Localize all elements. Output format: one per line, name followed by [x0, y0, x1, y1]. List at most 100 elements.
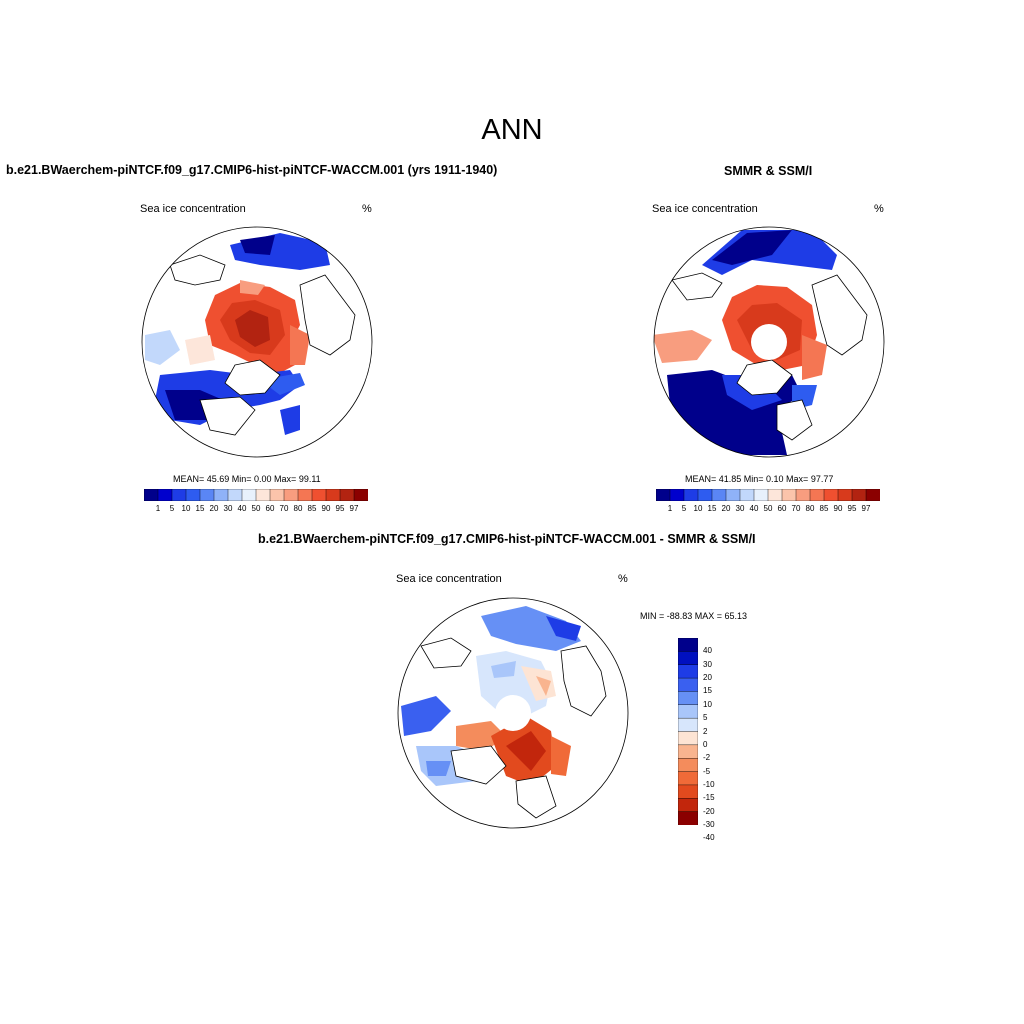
panel-2-colorbar-swatch — [697, 489, 713, 501]
panel-3-colorbar-swatch — [678, 704, 698, 719]
panel-1-colorbar-tick-label: 50 — [251, 504, 261, 513]
panel-2-colorbar-tick-label: 30 — [735, 504, 745, 513]
panel-2-title: SMMR & SSM/I — [724, 164, 813, 178]
panel-3-colorbar-tick-label: -20 — [703, 806, 715, 816]
panel-2-colorbar-tick-label: 20 — [721, 504, 731, 513]
panel-1-colorbar — [144, 489, 368, 501]
panel-3-colorbar-tick-label: -30 — [703, 820, 715, 829]
panel-3-colorbar-swatch — [678, 664, 698, 679]
panel-1-colorbar-labels: 1 5 10 15 20 30 40 50 60 70 80 85 90 95 97 — [144, 504, 368, 516]
panel-1-colorbar-swatch — [144, 489, 159, 501]
panel-1-colorbar-swatch — [157, 489, 173, 501]
panel-2-colorbar-tick-label: 50 — [763, 504, 773, 513]
panel-3-subtitle: Sea ice concentration — [396, 573, 502, 585]
panel-2-colorbar-swatch — [767, 489, 783, 501]
panel-2-colorbar-tick-label: 90 — [833, 504, 843, 513]
panel-1-colorbar-tick-label: 70 — [279, 504, 289, 513]
panel-3-colorbar-tick-label: 40 — [703, 646, 712, 656]
panel-2-colorbar-labels: 1 5 10 15 20 30 40 50 60 70 80 85 90 95 97 — [656, 504, 880, 516]
panel-1-colorbar-swatch — [339, 489, 355, 501]
panel-2-colorbar-swatch — [656, 489, 671, 501]
panel-1-colorbar-tick-label: 95 — [335, 504, 345, 513]
panel-1-colorbar-swatch — [199, 489, 215, 501]
panel-2-colorbar-swatch — [851, 489, 867, 501]
panel-3-title: b.e21.BWaerchem-piNTCF.f09_g17.CMIP6-his… — [258, 532, 756, 546]
panel-3-colorbar-tick-label: -15 — [703, 793, 715, 803]
panel-3-colorbar-swatch — [678, 744, 698, 759]
panel-3-colorbar-swatch — [678, 811, 698, 825]
panel-3-stats: MIN = -88.83 MAX = 65.13 — [640, 611, 748, 621]
panel-3-colorbar-swatch — [678, 784, 698, 799]
panel-1-colorbar-tick-label: 40 — [237, 504, 247, 513]
panel-3-polar-map — [397, 597, 629, 829]
panel-2-colorbar — [656, 489, 880, 501]
panel-2-colorbar-swatch — [739, 489, 755, 501]
panel-1-colorbar-tick-label: 15 — [195, 504, 205, 513]
panel-3-colorbar-swatch — [678, 758, 698, 773]
panel-3-colorbar-swatch — [678, 798, 698, 813]
panel-1-colorbar-tick-label: 20 — [209, 504, 219, 513]
panel-1-subtitle: Sea ice concentration — [140, 203, 246, 215]
panel-1-colorbar-tick-label: 30 — [223, 504, 233, 513]
panel-2-units: % — [874, 203, 884, 215]
panel-2-colorbar-tick-label: 80 — [805, 504, 815, 513]
panel-3-colorbar-tick-label: -5 — [703, 766, 711, 776]
panel-2-colorbar-swatch — [753, 489, 769, 501]
panel-2-colorbar-tick-label: 15 — [707, 504, 717, 513]
panel-1-colorbar-tick-label: 60 — [265, 504, 275, 513]
panel-1-colorbar-swatch — [283, 489, 299, 501]
panel-3-colorbar-tick-label: 15 — [703, 686, 712, 696]
panel-3-colorbar-swatch — [678, 638, 698, 652]
panel-3-colorbar-swatch — [678, 717, 698, 733]
panel-1-colorbar-swatch — [185, 489, 201, 501]
panel-2-colorbar-tick-label: 60 — [777, 504, 787, 513]
panel-1-title: b.e21.BWaerchem-piNTCF.f09_g17.CMIP6-his… — [6, 163, 498, 177]
panel-1-units: % — [362, 203, 372, 215]
panel-2-colorbar-swatch — [669, 489, 685, 501]
panel-3-colorbar-swatch — [678, 771, 698, 786]
panel-2-colorbar-tick-label: 10 — [693, 504, 703, 513]
panel-1-colorbar-swatch — [325, 489, 341, 501]
panel-1-colorbar-swatch — [297, 489, 313, 501]
panel-2-colorbar-swatch — [823, 489, 839, 501]
panel-2-colorbar-tick-label: 95 — [847, 504, 857, 513]
panel-1-colorbar-swatch — [227, 489, 243, 501]
panel-1-colorbar-swatch — [255, 489, 271, 501]
panel-3-colorbar-tick-label: -2 — [703, 753, 711, 763]
panel-1-colorbar-tick-label: 97 — [349, 504, 359, 513]
panel-1-colorbar-tick-label: 90 — [321, 504, 331, 513]
panel-2-colorbar-tick-label: 5 — [681, 504, 687, 513]
panel-3-colorbar-swatch — [678, 691, 698, 706]
panel-2-colorbar-swatch — [683, 489, 699, 501]
panel-2-colorbar-tick-label: 97 — [861, 504, 871, 513]
panel-2-colorbar-swatch — [837, 489, 853, 501]
panel-1-stats: MEAN= 45.69 Min= 0.00 Max= 99.11 — [173, 474, 321, 484]
panel-3-colorbar-tick-label: 10 — [703, 699, 712, 709]
panel-2-polar-map — [653, 226, 885, 458]
panel-1-colorbar-tick-label: 85 — [307, 504, 317, 513]
panel-3-colorbar-tick-label: -10 — [703, 779, 715, 789]
panel-1-colorbar-swatch — [269, 489, 285, 501]
panel-2-colorbar-tick-label: 85 — [819, 504, 829, 513]
panel-3-colorbar-labels: 40 30 20 15 10 5 2 0 -2 -5 -10 -15 -20 -30 -40 — [703, 638, 743, 842]
panel-2-colorbar-swatch — [809, 489, 825, 501]
panel-1-colorbar-swatch — [213, 489, 229, 501]
panel-1-polar-map — [141, 226, 373, 458]
panel-3-colorbar-tick-label: 20 — [703, 673, 712, 683]
panel-3-colorbar-tick-label: 5 — [703, 713, 708, 723]
panel-2-colorbar-tick-label: 40 — [749, 504, 759, 513]
panel-1-colorbar-swatch — [241, 489, 257, 501]
panel-2-colorbar-tick-label: 70 — [791, 504, 801, 513]
panel-3-colorbar-swatch — [678, 677, 698, 692]
panel-2-colorbar-swatch — [711, 489, 727, 501]
panel-3-colorbar-swatch — [678, 731, 698, 746]
panel-3-colorbar-tick-label: 30 — [703, 659, 712, 669]
panel-1-colorbar-tick-label: 5 — [169, 504, 175, 513]
panel-3-colorbar-swatch — [678, 651, 698, 666]
panel-1-colorbar-swatch — [171, 489, 187, 501]
figure-title: ANN — [481, 114, 543, 146]
panel-3-colorbar-tick-label: 2 — [703, 726, 708, 736]
panel-1-colorbar-tick-label: 1 — [155, 504, 161, 513]
panel-2-colorbar-swatch — [865, 489, 880, 501]
panel-1-colorbar-swatch — [311, 489, 327, 501]
